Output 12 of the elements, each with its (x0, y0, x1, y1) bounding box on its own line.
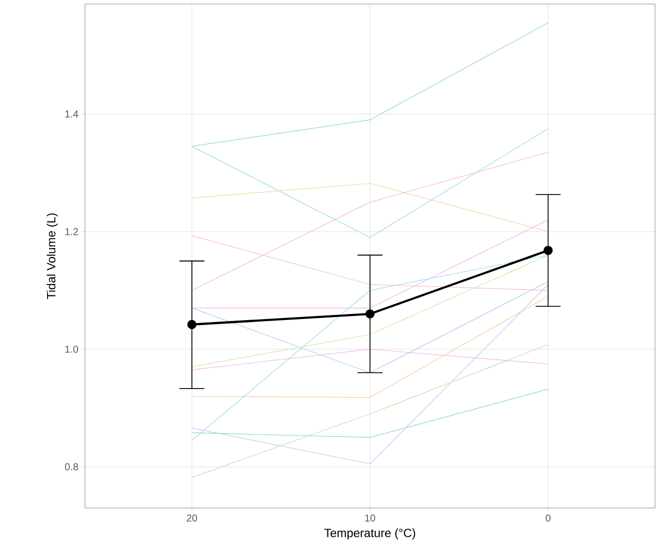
y-tick-label: 1.4 (65, 110, 78, 118)
x-tick-label: 0 (546, 514, 551, 522)
y-tick-label: 1.2 (65, 228, 78, 236)
x-axis-title: Temperature (°C) (324, 528, 416, 540)
x-tick-label: 20 (186, 514, 198, 522)
y-tick-label: 0.8 (65, 463, 78, 470)
point (365, 309, 375, 319)
y-tick-label: 1.0 (65, 346, 78, 353)
point (544, 246, 553, 255)
x-tick-label: 10 (365, 514, 376, 522)
point (187, 320, 196, 330)
y-axis-title: Tidal Volume (L) (46, 213, 58, 300)
